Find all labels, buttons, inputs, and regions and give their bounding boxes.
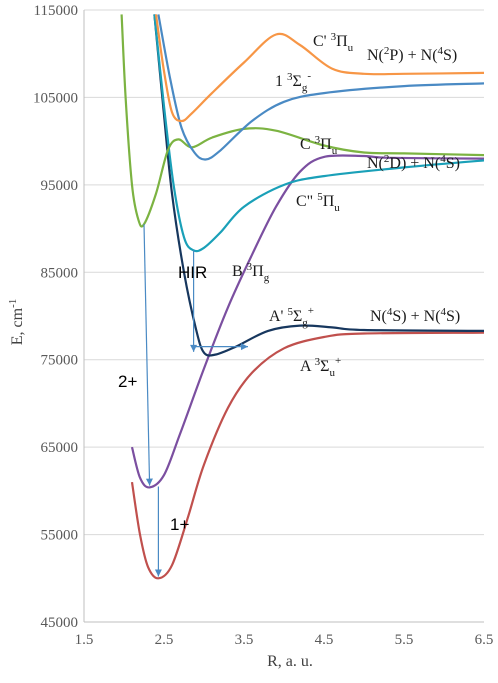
label-1-3sigmag-minus: 1 3Σg- — [275, 70, 311, 94]
y-tick-label: 75000 — [41, 353, 79, 369]
curves — [120, 14, 484, 580]
label-b-3pig: B 3Πg — [232, 261, 270, 284]
arrow-head — [241, 343, 248, 351]
y-tick-label: 65000 — [41, 440, 79, 456]
transition-label-1plus: 1+ — [170, 515, 189, 534]
series-line-3 — [153, 14, 484, 253]
arrow-head — [145, 478, 153, 486]
x-tick-label: 3.5 — [235, 632, 254, 648]
transition-arrow — [143, 224, 151, 486]
label-c-3piu: C 3Πu — [300, 134, 338, 157]
label-n2d-n4s: N(2D) + N(4S) — [367, 153, 460, 172]
x-tick-labels: 1.5 2.5 3.5 4.5 5.5 6.5 — [75, 632, 494, 648]
y-tick-label: 85000 — [41, 265, 79, 281]
y-tick-label: 115000 — [34, 3, 78, 19]
series-line-2 — [153, 14, 484, 357]
series-line-4 — [120, 14, 484, 228]
x-tick-label: 6.5 — [475, 632, 494, 648]
label-a-3sigmau-plus: A 3Σu+ — [300, 355, 341, 379]
series-line-0 — [130, 331, 484, 580]
x-tick-label: 5.5 — [395, 632, 414, 648]
label-c-prime-3piu: C' 3Πu — [313, 31, 354, 54]
series-line-1 — [130, 154, 484, 489]
transition-label-2plus: 2+ — [118, 372, 137, 391]
y-tick-label: 45000 — [41, 615, 79, 631]
x-tick-label: 1.5 — [75, 632, 94, 648]
transition-arrows: HIR 2+ 1+ — [118, 224, 248, 577]
y-tick-labels: 45000 55000 65000 75000 85000 95000 105000 1150… — [33, 3, 78, 631]
x-tick-label: 2.5 — [155, 632, 174, 648]
x-axis-title: R, a. u. — [267, 653, 313, 670]
y-tick-label: 55000 — [41, 528, 79, 544]
y-tick-label: 105000 — [33, 90, 78, 106]
arrow-head — [190, 344, 198, 352]
label-c2prime-5piu: C" 5Πu — [296, 191, 340, 214]
x-tick-label: 4.5 — [315, 632, 334, 648]
series-line-6 — [154, 14, 484, 123]
transition-label-hir: HIR — [178, 263, 207, 282]
arrow-head — [154, 569, 162, 577]
label-n2p-n4s: N(2P) + N(4S) — [367, 45, 457, 64]
series-line-5 — [157, 14, 484, 161]
label-n4s-n4s: N(4S) + N(4S) — [370, 306, 460, 325]
y-tick-label: 95000 — [41, 178, 79, 194]
y-axis-title: E, cm-1 — [7, 299, 26, 346]
